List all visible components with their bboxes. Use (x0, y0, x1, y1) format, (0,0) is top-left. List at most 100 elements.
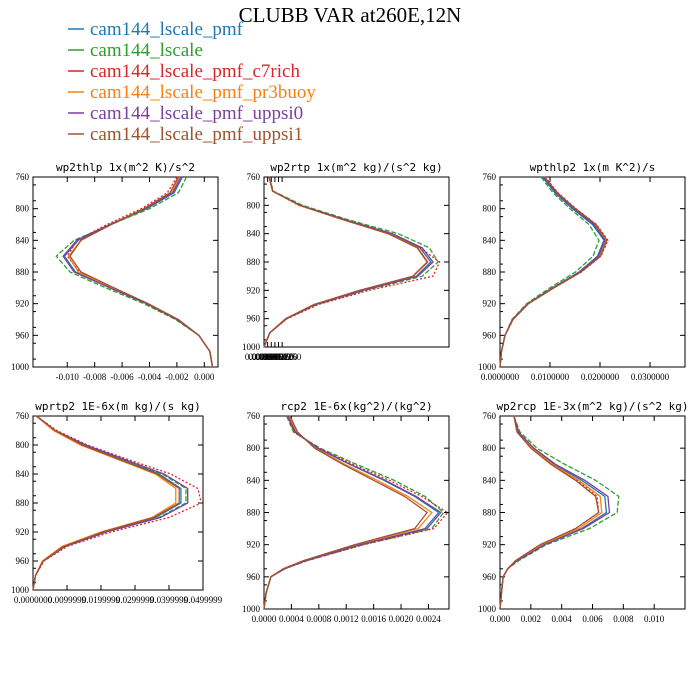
chart-panel-6: wp2rcp 1E-3x(m^2 kg)/(s^2 kg)760 800 840 88… (478, 400, 689, 624)
series-line (263, 415, 445, 610)
y-tick-label: 840 (16, 235, 30, 245)
y-tick-label: 800 (16, 440, 30, 450)
series-line (499, 415, 603, 610)
y-tick-label: 760 (16, 411, 30, 421)
y-tick-label: 840 (483, 235, 497, 245)
x-tick-label: 0.0299999 (116, 595, 155, 605)
legend-label: cam144_lscale_pmf (90, 19, 244, 40)
plot-frame (263, 415, 450, 610)
panel-title: rcp2 1E-6x(kg^2)/(kg^2) (280, 400, 432, 413)
y-tick-label: 1000 (478, 604, 497, 614)
y-tick-label: 960 (247, 572, 261, 582)
chart-panel-4: wprtp2 1E-6x(m kg)/(s kg) 760 800 840 880 920… (11, 400, 223, 605)
y-tick-label: 840 (16, 469, 30, 479)
series-line (66, 176, 214, 368)
x-tick-label: 0.000 (490, 614, 511, 624)
y-tick-label: 800 (483, 443, 497, 453)
y-tick-label: 880 (247, 508, 261, 518)
x-tick-label: 0.0020 (389, 614, 414, 624)
series-line (263, 176, 429, 348)
plot-frame (499, 176, 686, 368)
series-line (263, 176, 434, 348)
series-line (499, 176, 608, 368)
series-line (263, 176, 441, 348)
y-tick-label: 840 (247, 475, 261, 485)
legend-label: cam144_lscale_pmf_uppsi0 (90, 103, 303, 124)
x-tick-label: 0.008 (613, 614, 634, 624)
y-tick-label: 1000 (11, 362, 30, 372)
x-tick-label: 0.0000000 (14, 595, 53, 605)
y-tick-label: 800 (247, 200, 261, 210)
y-tick-label: 800 (483, 204, 497, 214)
series-line (263, 176, 439, 348)
series-line (263, 415, 442, 610)
x-tick-label: 0.0000150 (256, 352, 295, 362)
x-tick-label: 0.006 (582, 614, 603, 624)
y-tick-label: 920 (16, 527, 30, 537)
legend-label: cam144_lscale_pmf_uppsi1 (90, 124, 303, 145)
series-line (32, 415, 187, 591)
x-tick-label: -0.006 (110, 372, 134, 382)
series-line (62, 176, 214, 368)
y-tick-label: 1000 (11, 585, 30, 595)
series-line (67, 176, 214, 368)
y-tick-label: 760 (247, 411, 261, 421)
series-line (32, 415, 177, 591)
x-tick-label: 0.0000000 (481, 372, 520, 382)
y-tick-label: 760 (247, 172, 261, 182)
x-tick-label: 0.0000250 (263, 352, 302, 362)
x-tick-label: 0.0024 (416, 614, 441, 624)
y-tick-label: 1000 (242, 604, 261, 614)
y-tick-label: 1000 (478, 362, 497, 372)
panel-title: wpthlp2 1x(m K^2)/s (530, 161, 656, 174)
series-line (32, 415, 189, 591)
panel-title: wp2thlp 1x(m^2 K)/s^2 (56, 161, 195, 174)
y-tick-label: 920 (483, 540, 497, 550)
y-tick-label: 960 (16, 556, 30, 566)
x-tick-label: 0.0000200 (259, 352, 298, 362)
y-tick-label: 880 (16, 267, 30, 277)
x-tick-label: -0.010 (56, 372, 80, 382)
series-line (263, 415, 433, 610)
series-line (32, 415, 182, 591)
series-line (32, 415, 180, 591)
series-line (499, 176, 609, 368)
x-tick-label: 0.0199999 (82, 595, 121, 605)
y-tick-label: 800 (16, 204, 30, 214)
y-tick-label: 960 (247, 314, 261, 324)
x-tick-label: 0.000 (194, 372, 215, 382)
x-tick-label: 0.002 (521, 614, 541, 624)
x-tick-label: -0.004 (138, 372, 162, 382)
series-line (499, 415, 608, 610)
series-line (263, 415, 440, 610)
legend-label: cam144_lscale (90, 40, 203, 61)
x-tick-label: 0.0100000 (531, 372, 570, 382)
y-tick-label: 1000 (242, 342, 261, 352)
x-tick-label: 0.0200000 (581, 372, 620, 382)
plot-frame (32, 415, 204, 591)
chart-panel-1: wp2thlp 1x(m^2 K)/s^2 760 800 840 880 920 960 1… (11, 161, 219, 382)
y-tick-label: 880 (16, 498, 30, 508)
y-tick-label: 880 (247, 257, 261, 267)
x-tick-label: 0.0008 (306, 614, 331, 624)
y-tick-label: 760 (483, 172, 497, 182)
series-line (499, 176, 605, 368)
plot-frame (32, 176, 219, 368)
series-line (263, 176, 432, 348)
y-tick-label: 960 (16, 330, 30, 340)
y-tick-label: 960 (483, 330, 497, 340)
series-line (55, 176, 214, 368)
series-line (499, 415, 600, 610)
series-line (499, 176, 606, 368)
chart-panel-2: wp2rtp 1x(m^2 kg)/(s^2 kg) 760 800 840 880 92… (242, 161, 450, 362)
series-line (63, 176, 214, 368)
panel-title: wp2rcp 1E-3x(m^2 kg)/(s^2 kg) (496, 400, 688, 413)
x-tick-label: 0.004 (552, 614, 573, 624)
series-line (499, 415, 611, 610)
x-tick-label: 0.0499999 (184, 595, 223, 605)
y-tick-label: 920 (247, 540, 261, 550)
x-tick-label: 0.0004 (279, 614, 304, 624)
series-line (263, 415, 449, 610)
